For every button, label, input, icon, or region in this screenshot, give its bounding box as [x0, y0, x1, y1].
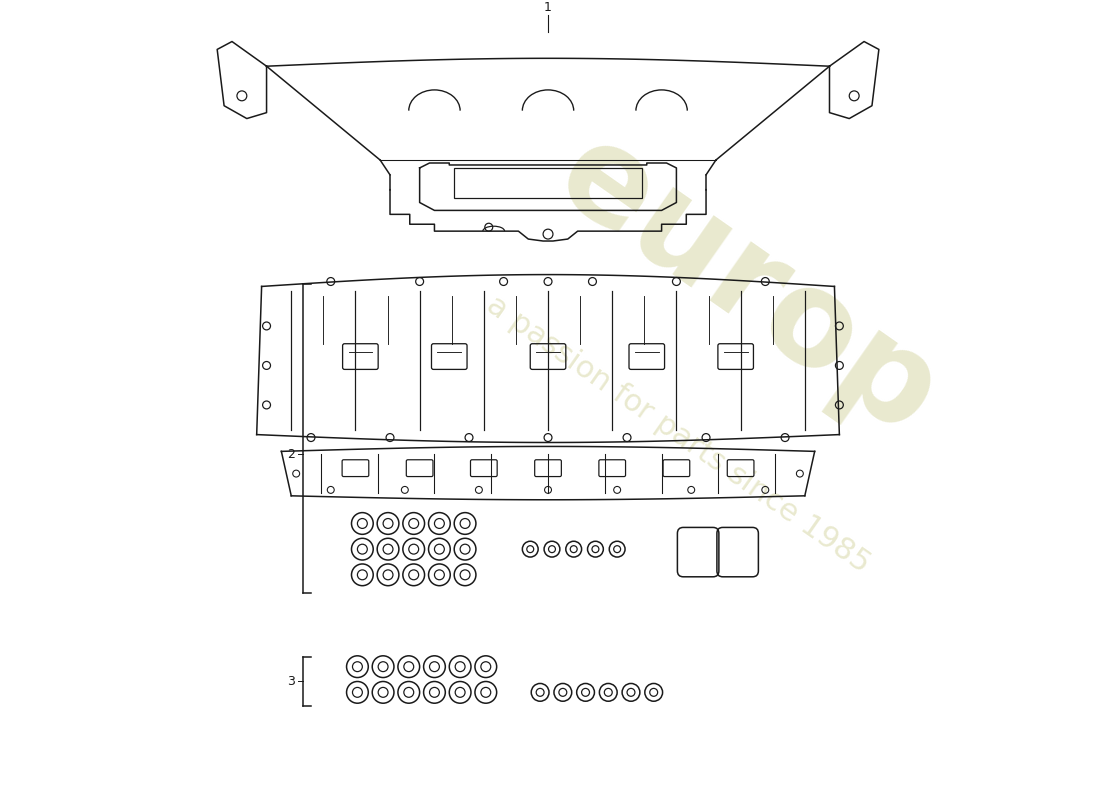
Text: a passion for parts since 1985: a passion for parts since 1985 [481, 290, 876, 578]
Text: 2: 2 [287, 448, 295, 461]
Bar [454, 168, 641, 198]
Text: europ: europ [534, 110, 961, 463]
Text: 1: 1 [544, 1, 552, 14]
Text: 3: 3 [287, 675, 295, 688]
